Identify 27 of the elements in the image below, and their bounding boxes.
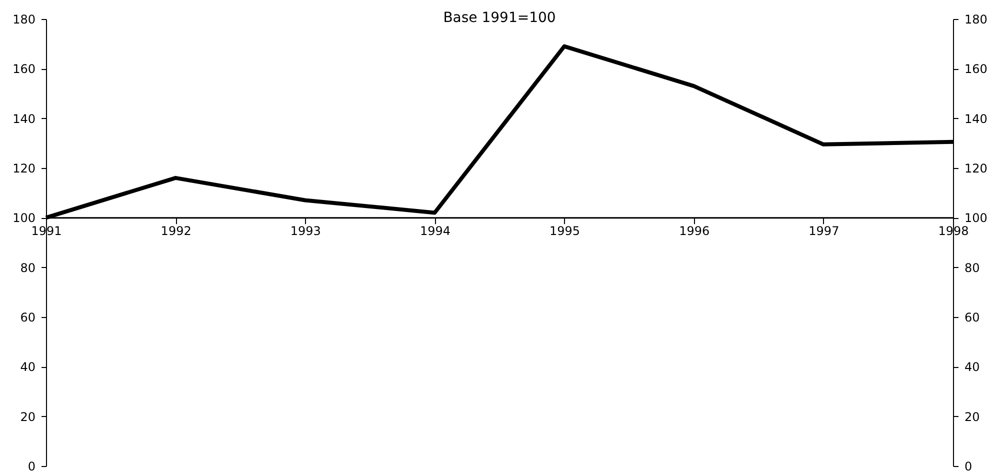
y2-tick-label: 20 <box>964 410 980 424</box>
y2-tick-label: 40 <box>964 360 980 374</box>
y2-tick-label: 60 <box>964 310 980 324</box>
y-tick-label: 100 <box>12 211 36 226</box>
y2-tick-label: 140 <box>964 112 988 126</box>
x-tick-label: 1993 <box>290 224 321 238</box>
x-tick-label: 1994 <box>420 224 450 238</box>
y2-tick-label: 160 <box>964 62 988 76</box>
y-tick-label: 40 <box>20 360 36 374</box>
y2-tick-label: 100 <box>964 211 988 226</box>
x-tick-label: 1997 <box>808 224 840 238</box>
x-tick-label: 1996 <box>679 224 710 238</box>
chart-title: Base 1991=100 <box>443 10 556 26</box>
y2-tick-label: 0 <box>964 460 972 472</box>
y2-tick-label: 180 <box>964 12 988 26</box>
y2-tick-label: 120 <box>964 162 988 176</box>
y-tick-label: 60 <box>20 310 36 324</box>
y-tick-label: 160 <box>12 62 36 76</box>
x-tick-label: 1995 <box>550 224 580 238</box>
y-tick-label: 20 <box>20 410 36 424</box>
y-tick-label: 180 <box>12 12 36 26</box>
y-tick-label: 80 <box>20 260 36 275</box>
y2-tick-label: 80 <box>964 260 980 275</box>
y-tick-label: 0 <box>28 460 36 472</box>
y-tick-label: 120 <box>12 162 36 176</box>
x-tick-label: 1992 <box>160 224 192 238</box>
y-tick-label: 140 <box>12 112 36 126</box>
